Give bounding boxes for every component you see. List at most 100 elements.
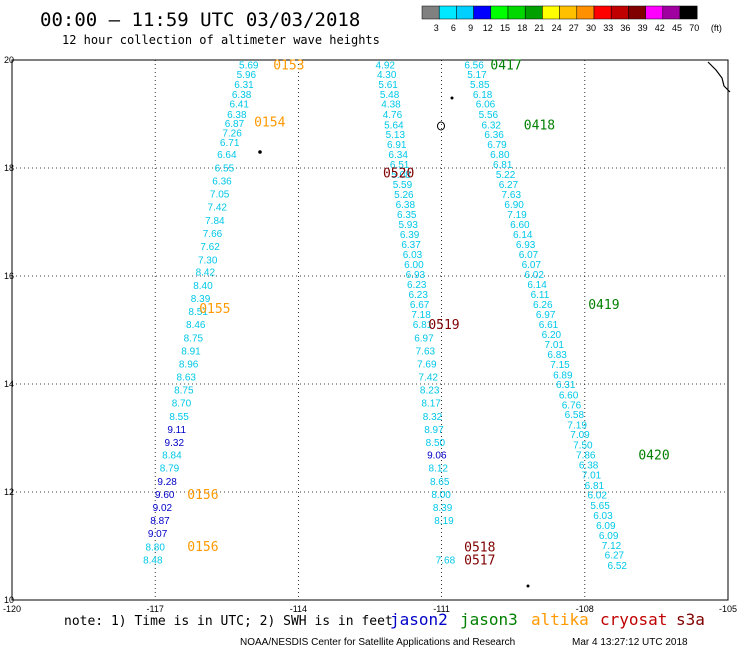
x-tick-label: -114 — [290, 604, 307, 614]
pass-time-label: 0520 — [383, 166, 414, 181]
colorbar-label: 42 — [655, 23, 665, 33]
wave-height-value: 6.38 — [396, 200, 416, 211]
wave-height-value: 8.63 — [176, 372, 196, 383]
wave-height-value: 6.93 — [516, 240, 536, 251]
legend-item: cryosat — [600, 610, 667, 629]
island-dot — [258, 150, 262, 154]
y-tick-label: 16 — [4, 271, 14, 281]
wave-height-value: 5.93 — [398, 220, 418, 231]
x-tick-label: -108 — [576, 604, 594, 614]
wave-height-value: 8.12 — [429, 464, 449, 475]
legend-item: jason2 — [390, 610, 448, 629]
wave-height-value: 9.02 — [153, 503, 173, 514]
wave-height-value: 7.69 — [417, 359, 437, 370]
wave-height-value: 8.79 — [160, 464, 180, 475]
y-tick-label: 12 — [4, 487, 14, 497]
wave-height-value: 6.93 — [406, 270, 426, 281]
wave-height-value: 6.81 — [493, 160, 513, 171]
wave-height-value: 6.34 — [388, 150, 408, 161]
wave-height-value: 9.07 — [148, 529, 168, 540]
wave-height-value: 7.01 — [582, 471, 602, 482]
wave-height-value: 6.89 — [553, 370, 573, 381]
wave-height-value: 5.48 — [380, 90, 400, 101]
wave-height-value: 6.20 — [542, 330, 562, 341]
wave-height-value: 7.05 — [210, 189, 230, 200]
wave-height-value: 5.85 — [470, 80, 490, 91]
pass-time-label: 0156 — [187, 488, 218, 503]
colorbar-label: 30 — [586, 23, 596, 33]
chart-footer: note: 1) Time is in UTC; 2) SWH is in fe… — [64, 610, 705, 648]
wave-height-value: 6.61 — [539, 320, 559, 331]
wave-height-value: 6.91 — [387, 140, 407, 151]
coastline-path — [707, 61, 731, 93]
pass-time-label: 0518 — [464, 541, 495, 556]
colorbar-label: 39 — [638, 23, 648, 33]
colorbar-swatch — [490, 5, 509, 20]
wave-height-value: 8.55 — [169, 412, 189, 423]
wave-height-value: 6.00 — [404, 260, 424, 271]
colorbar-label: 33 — [603, 23, 613, 33]
wave-height-value: 4.38 — [381, 100, 401, 111]
colorbar-label: 21 — [534, 23, 544, 33]
colorbar-swatch — [679, 5, 698, 20]
y-tick-label: 14 — [4, 379, 14, 389]
colorbar-swatch — [645, 5, 664, 20]
wave-height-value: 8.40 — [193, 281, 213, 292]
wave-height-value: 6.52 — [608, 561, 628, 572]
wave-height-value: 5.56 — [479, 110, 499, 121]
island-dot — [450, 96, 454, 100]
wave-height-value: 6.67 — [410, 300, 430, 311]
chart-subtitle: 12 hour collection of altimeter wave hei… — [62, 33, 380, 47]
wave-height-value: 8.32 — [423, 412, 443, 423]
wave-height-value: 6.03 — [403, 250, 423, 261]
wave-height-value: 5.64 — [384, 120, 404, 131]
wave-height-value: 9.60 — [155, 490, 175, 501]
wave-height-value: 6.36 — [484, 130, 504, 141]
wave-height-value: 6.23 — [408, 290, 428, 301]
wave-height-value: 8.42 — [196, 268, 216, 279]
wave-height-value: 7.42 — [208, 202, 228, 213]
wave-height-value: 7.66 — [203, 229, 223, 240]
wave-height-value: 6.39 — [400, 230, 420, 241]
satellite-pass: 6.81 6.97 7.637.69 7.42 8.23 8.17 8.32 8.97 8.50… — [413, 318, 460, 527]
wave-height-value: 7.86 — [576, 451, 596, 462]
colorbar-label: (ft) — [711, 23, 722, 33]
satellite-pass: 0154 — [254, 116, 285, 131]
wave-height-value: 9.28 — [157, 477, 177, 488]
colorbar-swatch — [473, 5, 492, 20]
pass-time-label: 0417 — [490, 58, 521, 73]
chart-title: 00:00 – 11:59 UTC 03/03/2018 — [40, 9, 360, 31]
colorbar-swatch — [576, 5, 595, 20]
wave-height-value: 6.18 — [473, 90, 493, 101]
wave-height-value: 8.84 — [162, 451, 182, 462]
wave-height-value: 6.60 — [559, 390, 579, 401]
wave-height-value: 6.09 — [596, 521, 616, 532]
colorbar-swatch — [662, 5, 681, 20]
wave-height-value: 7.50 — [573, 440, 593, 451]
satellite-pass: 0156 — [187, 540, 218, 555]
wave-height-value: 8.23 — [420, 385, 440, 396]
colorbar-label: 70 — [689, 23, 699, 33]
wave-height-value: 7.62 — [200, 242, 220, 253]
pass-time-label: 0420 — [638, 449, 669, 464]
wave-height-value: 6.56 — [464, 60, 484, 71]
wave-height-value: 6.90 — [504, 200, 524, 211]
wave-height-value: 6.60 — [510, 220, 530, 231]
colorbar-swatch — [593, 5, 612, 20]
colorbar-swatch — [542, 5, 560, 20]
satellite-pass: 6.387.016.816.025.656.036.096.097.126.27… — [579, 449, 670, 572]
colorbar-swatch — [610, 5, 629, 20]
wave-height-value: 6.37 — [401, 240, 421, 251]
colorbar-swatch — [438, 5, 457, 20]
wave-height-value: 7.30 — [198, 255, 218, 266]
colorbar-label: 45 — [672, 23, 682, 33]
colorbar-swatch — [507, 5, 526, 20]
colorbar-label: 27 — [569, 23, 579, 33]
wave-height-value: 6.07 — [522, 260, 542, 271]
wave-height-value: 8.39 — [191, 294, 211, 305]
wave-height-value: 6.38 — [227, 110, 247, 121]
wave-height-value: 6.11 — [531, 290, 550, 301]
wave-height-value: 6.36 — [212, 176, 232, 187]
wave-height-value: 6.38 — [232, 90, 252, 101]
